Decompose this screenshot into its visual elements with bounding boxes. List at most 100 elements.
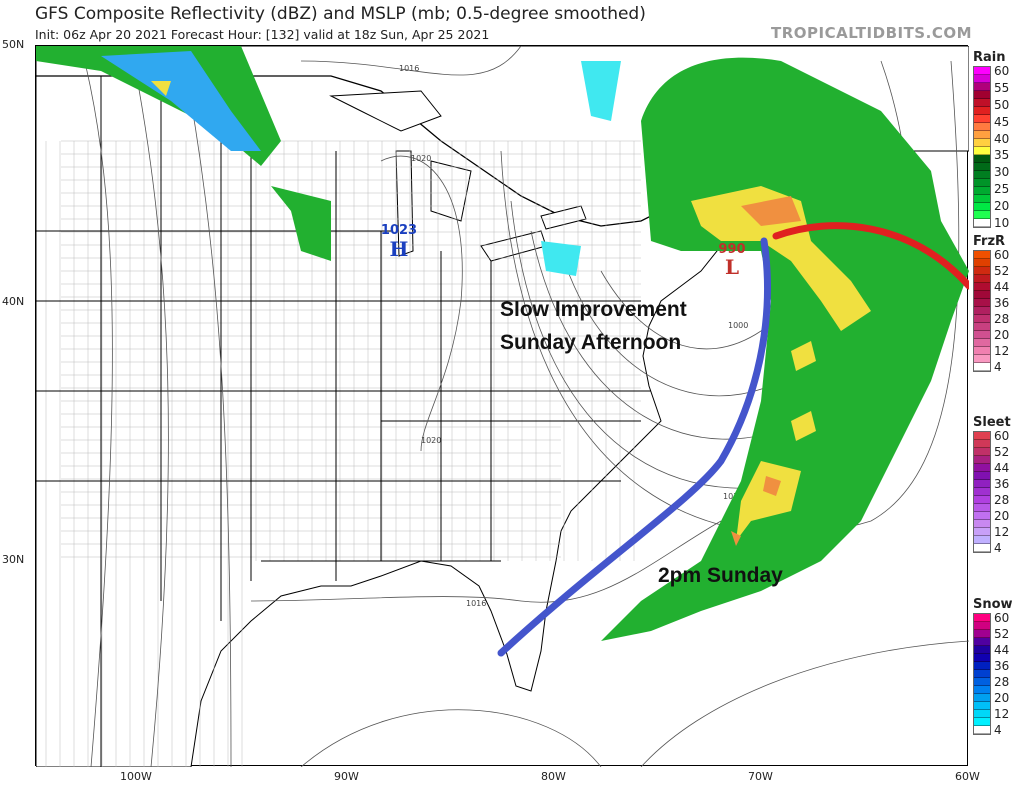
legend-color-swatch: [974, 203, 990, 211]
legend-color-swatch: [974, 347, 990, 355]
lon-label-80w: 80W: [541, 770, 566, 783]
county-grid: [45, 140, 641, 767]
legend-color-swatch: [974, 195, 990, 203]
legend-tick-label: 25: [994, 182, 1010, 197]
legend-color-swatch: [974, 363, 990, 371]
legend-color-swatch: [974, 638, 990, 646]
legend-tick-label: 12: [994, 344, 1010, 358]
legend-tick-label: 28: [994, 493, 1010, 507]
legend-color-swatch: [974, 91, 990, 99]
legend-bar: 60 52 44 36 28 20 12 4: [973, 249, 1009, 374]
lat-label-30n: 30N: [2, 553, 25, 566]
legend-tick-label: 44: [994, 280, 1010, 294]
legend-tick-label: 52: [994, 627, 1010, 641]
legend-tick-label: 28: [994, 675, 1010, 689]
isobar-label: 1012: [723, 492, 743, 501]
low-pressure-marker: L: [725, 255, 739, 279]
legend-tick-label: 52: [994, 445, 1010, 459]
legend-tick-label: 60: [994, 248, 1010, 262]
legend-tick-label: 60: [994, 429, 1010, 443]
great-lakes: [329, 90, 587, 262]
legend-color-swatch: [974, 211, 990, 219]
legend-tick-label: 60: [994, 611, 1010, 625]
legend-color-swatch: [974, 456, 990, 464]
legend-title: FrzR: [973, 234, 1006, 249]
legend-tick-label: 20: [994, 691, 1010, 705]
legend-color-swatch: [974, 331, 990, 339]
legend-tick-label: 60: [994, 64, 1010, 78]
legend-tick-label: 55: [994, 80, 1010, 95]
legend-color-swatch: [974, 251, 990, 259]
legend-bar: 60 52 44 36 28 20 12 4: [973, 612, 1009, 737]
legend-tick-label: 36: [994, 296, 1010, 310]
map-svg: 1016 1020 1000 1004 1008 1012 1020 1016: [35, 45, 973, 768]
legend-color-swatch: [974, 630, 990, 638]
legend-color-swatch: [974, 512, 990, 520]
legend-color-swatch: [974, 536, 990, 544]
legend-color-swatch: [974, 614, 990, 622]
legend-color-swatch: [974, 155, 990, 163]
legend-color-swatch: [974, 670, 990, 678]
radar-precip: [36, 46, 969, 642]
lon-label-90w: 90W: [334, 770, 359, 783]
map-canvas: 1016 1020 1000 1004 1008 1012 1020 1016: [35, 45, 973, 768]
legend-tick-label: 20: [994, 509, 1010, 523]
lat-label-40n: 40N: [2, 295, 25, 308]
legend-tick-label: 20: [994, 328, 1010, 342]
legend-color-swatch: [974, 283, 990, 291]
lat-label-50n: 50N: [2, 38, 25, 51]
legend-snow: Snow 60 52 44 36 28 20 12 4: [973, 597, 1021, 737]
legend-color-swatch: [974, 219, 990, 227]
legend-color-swatch: [974, 75, 990, 83]
brand-watermark: TROPICALTIDBITS.COM: [771, 24, 972, 42]
legend-color-swatch: [974, 662, 990, 670]
high-pressure-value: 1023: [381, 223, 417, 238]
legend-tick-label: 36: [994, 477, 1010, 491]
legend-color-swatch: [974, 131, 990, 139]
legend-tick-label: 35: [994, 148, 1010, 163]
legend-color-swatch: [974, 440, 990, 448]
legend-color-swatch: [974, 654, 990, 662]
legend-color-swatch: [974, 291, 990, 299]
legend-color-swatch: [974, 472, 990, 480]
legend-tick-label: 45: [994, 114, 1010, 129]
legend-color-swatch: [974, 694, 990, 702]
legend-color-swatch: [974, 315, 990, 323]
legend-tick-label: 20: [994, 199, 1010, 214]
legend-color-swatch: [974, 323, 990, 331]
legend-color-swatch: [974, 99, 990, 107]
legend-color-swatch: [974, 496, 990, 504]
legend-color-swatch: [974, 179, 990, 187]
legend-tick-label: 40: [994, 131, 1010, 146]
legend-color-swatch: [974, 139, 990, 147]
isobar-label: 1000: [728, 321, 748, 330]
legend-tick-label: 4: [994, 541, 1002, 555]
map-title: GFS Composite Reflectivity (dBZ) and MSL…: [35, 4, 646, 24]
isobar-label: 1020: [421, 436, 441, 445]
annotation-slow-improvement: Slow Improvement: [500, 298, 687, 321]
legend-color-swatch: [974, 678, 990, 686]
legend-color-swatch: [974, 259, 990, 267]
legend-color-swatch: [974, 448, 990, 456]
legend-color-swatch: [974, 480, 990, 488]
blue-annotation-arc: [497, 237, 771, 657]
legend-color-swatch: [974, 107, 990, 115]
legend-tick-label: 36: [994, 659, 1010, 673]
legend-tick-label: 4: [994, 360, 1002, 374]
legend-color-swatch: [974, 520, 990, 528]
legend-color-swatch: [974, 123, 990, 131]
legend-tick-label: 44: [994, 461, 1010, 475]
legend-color-swatch: [974, 432, 990, 440]
legend-tick-label: 30: [994, 165, 1010, 180]
isobar-label: 1016: [399, 64, 419, 73]
legend-tick-label: 4: [994, 723, 1002, 737]
legend-title: Rain: [973, 50, 1006, 65]
legend-sleet: Sleet 60 52 44 36 28 20 12 4: [973, 415, 1021, 555]
legend-color-swatch: [974, 464, 990, 472]
lon-label-100w: 100W: [120, 770, 152, 783]
legend-color-swatch: [974, 686, 990, 694]
annotation-sunday-afternoon: Sunday Afternoon: [500, 331, 682, 354]
legend-color-swatch: [974, 267, 990, 275]
annotation-2pm-sunday: 2pm Sunday: [658, 564, 783, 587]
legend-color-swatch: [974, 710, 990, 718]
